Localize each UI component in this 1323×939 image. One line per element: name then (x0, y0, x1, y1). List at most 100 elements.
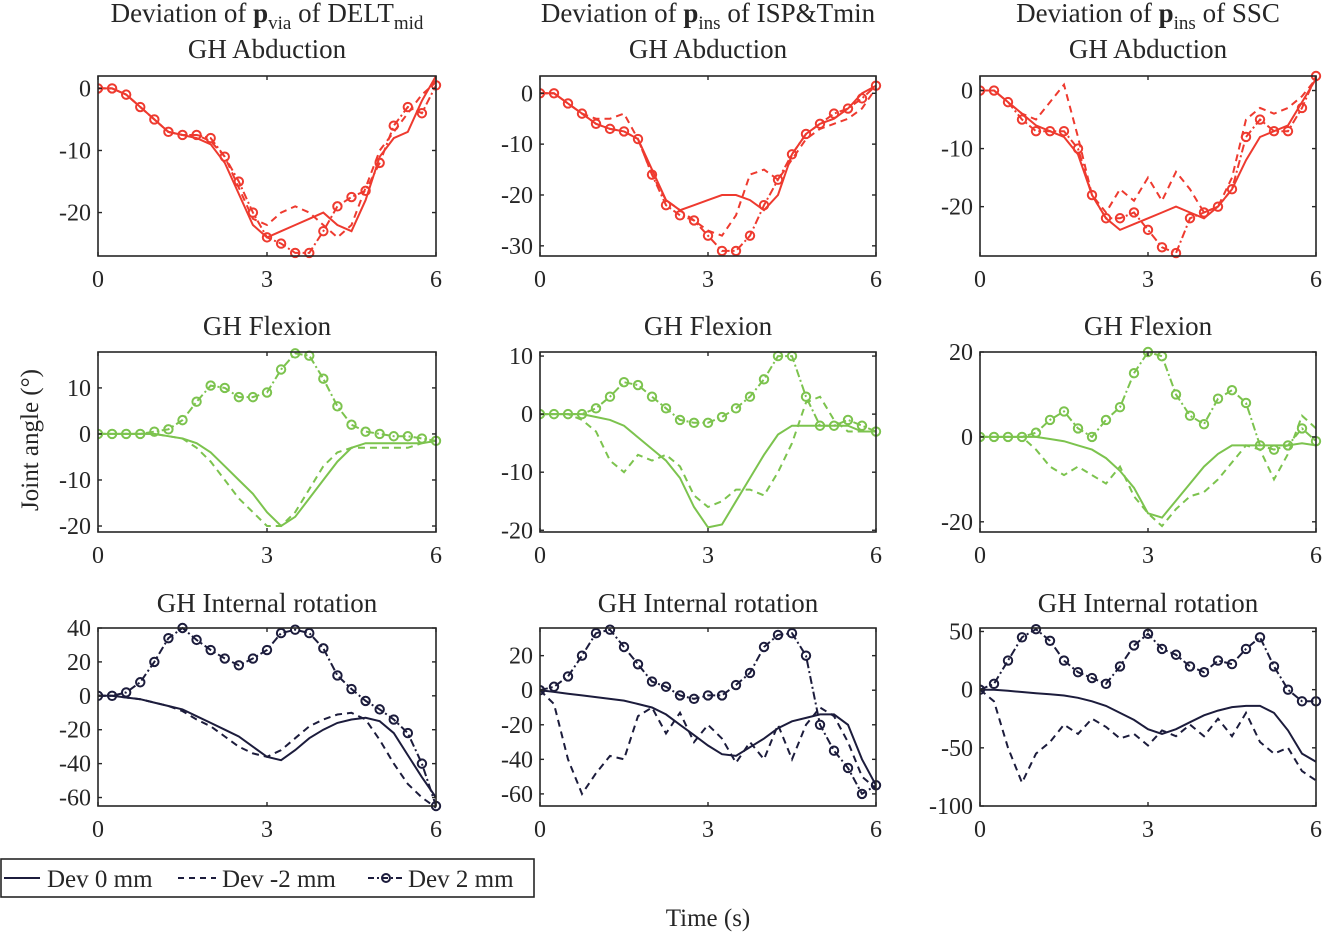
axes-box (97, 351, 437, 533)
data-point-marker (604, 624, 616, 635)
data-point-marker (772, 629, 784, 641)
data-point-marker (149, 114, 160, 125)
data-point-marker (191, 396, 202, 407)
data-point-marker (1170, 247, 1182, 259)
data-point-marker (828, 108, 840, 119)
subplot-title: GH Abduction (1069, 34, 1228, 64)
y-tick-label: 10 (67, 376, 91, 402)
data-point-marker (980, 85, 986, 96)
plot-area (98, 75, 442, 259)
subplot-1-1: GH Flexion 0 3 6 10 0 -10 -20 (501, 311, 882, 569)
data-point-marker (660, 681, 672, 692)
series-line-dev-minus2mm (980, 688, 1317, 786)
y-tick-label: -20 (501, 183, 533, 209)
data-point-marker (1198, 207, 1210, 218)
x-tick-label: 3 (1142, 817, 1154, 843)
data-point-marker (219, 151, 230, 162)
data-point-marker (1044, 125, 1056, 137)
data-point-marker (318, 373, 329, 384)
x-tick-label: 3 (1142, 267, 1154, 293)
series-line-dev-minus2mm (98, 81, 437, 239)
data-point-marker (388, 431, 399, 442)
data-point-marker (346, 419, 357, 430)
data-point-marker (1100, 678, 1112, 690)
y-tick-label: 0 (521, 402, 533, 428)
data-point-marker (1226, 385, 1238, 396)
column-title: Deviation of pins of ISP&Tmin (541, 0, 876, 34)
y-tick-label: -30 (501, 234, 533, 260)
y-tick-label: -10 (501, 132, 533, 158)
legend-label: Dev 2 mm (408, 866, 514, 893)
data-point-marker (1296, 423, 1308, 434)
data-point-marker (1114, 661, 1126, 672)
data-point-marker (360, 185, 371, 197)
data-point-marker (744, 667, 756, 679)
data-point-marker (304, 247, 315, 259)
data-point-marker (646, 169, 658, 180)
data-point-marker (814, 719, 826, 730)
axes-box (539, 75, 877, 257)
series-line-dev-0mm (98, 694, 437, 799)
y-tick-label: -20 (501, 713, 533, 739)
series-line-dev-minus2mm (540, 87, 877, 237)
title-bold: p (1159, 0, 1174, 28)
x-tick-label: 3 (702, 817, 714, 843)
data-point-marker (1240, 643, 1252, 655)
x-tick-label: 6 (870, 267, 882, 293)
series-line-dev-0mm (980, 78, 1317, 232)
data-point-marker (1296, 102, 1308, 114)
x-tick-label: 6 (1310, 543, 1322, 569)
data-point-marker (332, 401, 343, 412)
plot-area (98, 348, 442, 528)
data-point-marker (842, 762, 854, 774)
data-point-marker (1170, 649, 1182, 660)
data-point-marker (346, 683, 357, 695)
series-line-dev-0mm (98, 432, 437, 528)
plot-area (980, 70, 1322, 259)
x-tick-label: 0 (534, 543, 546, 569)
data-point-marker (1128, 368, 1140, 379)
data-point-marker (716, 411, 728, 423)
data-point-marker (1156, 242, 1168, 253)
data-point-marker (562, 671, 574, 682)
data-point-marker (988, 85, 1000, 96)
data-point-marker (674, 414, 686, 426)
y-tick-label: -10 (59, 138, 91, 164)
data-point-marker (233, 660, 245, 671)
data-point-marker (1226, 184, 1238, 195)
subplot-1-0: GH Flexion 0 3 6 10 0 -10 -20 (59, 311, 442, 569)
data-point-marker (177, 129, 188, 141)
data-point-marker (1016, 431, 1028, 443)
subplot-title: GH Internal rotation (157, 588, 378, 618)
data-point-marker (1198, 667, 1210, 678)
title-middle: of (291, 0, 327, 28)
data-point-marker (374, 704, 385, 715)
data-point-marker (1268, 444, 1280, 455)
column-title: Deviation of pins of SSC (1016, 0, 1280, 34)
data-point-marker (1044, 414, 1056, 426)
data-point-marker (590, 118, 602, 129)
data-point-marker (688, 215, 700, 226)
data-point-marker (1002, 96, 1014, 108)
plot-area (98, 622, 442, 812)
plot-area (540, 350, 882, 529)
data-point-marker (120, 428, 132, 440)
data-point-marker (1156, 643, 1168, 655)
data-point-marker (402, 431, 414, 442)
data-point-marker (730, 245, 742, 257)
subplot-title: GH Flexion (644, 311, 773, 341)
series-line-dev-2mm (540, 628, 877, 796)
y-tick-label: -60 (59, 786, 91, 812)
data-point-marker (416, 433, 428, 444)
data-point-marker (261, 387, 273, 398)
y-tick-label: -20 (59, 718, 91, 744)
subplot-0-2: GH Abduction 0 3 6 0 -10 -20 (941, 34, 1322, 293)
title-prefix: Deviation of (541, 0, 683, 28)
data-point-marker (247, 391, 259, 403)
data-point-marker (1072, 143, 1084, 154)
data-point-marker (800, 391, 812, 402)
data-point-marker (1086, 431, 1098, 443)
data-point-marker (1170, 389, 1182, 400)
data-point-marker (163, 632, 174, 644)
y-tick-label: 0 (79, 76, 91, 102)
